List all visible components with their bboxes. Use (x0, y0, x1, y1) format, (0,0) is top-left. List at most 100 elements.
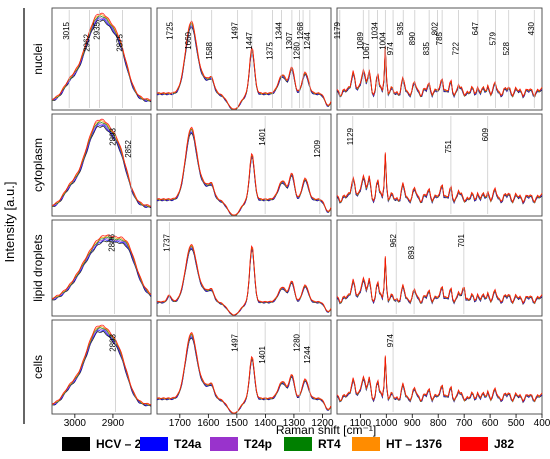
peak-label-1209: 1209 (313, 139, 322, 157)
peak-label-2893: 2893 (109, 333, 118, 351)
x-tick-label-1700: 1700 (169, 418, 192, 429)
legend-swatch (62, 436, 90, 451)
peak-label-1660: 1660 (184, 31, 193, 49)
series-line-j82 (156, 20, 332, 110)
series-line-j82 (51, 118, 151, 207)
series-line-j82 (156, 331, 332, 414)
peak-label-2852: 2852 (124, 139, 133, 157)
x-tick-label-1100: 1100 (350, 418, 372, 429)
peak-label-609: 609 (481, 127, 490, 141)
legend-item: T24p (210, 436, 272, 452)
y-axis-label: Intensity [a.u.] (2, 182, 17, 263)
series-line-j82 (336, 152, 543, 204)
peak-label-1737: 1737 (162, 233, 171, 251)
peak-label-722: 722 (451, 41, 460, 55)
peak-label-935: 935 (396, 21, 405, 35)
peak-label-430: 430 (527, 21, 536, 35)
legend-swatch (210, 436, 238, 451)
peak-label-893: 893 (407, 245, 416, 259)
x-tick-label-1500: 1500 (226, 418, 249, 429)
row-label-lipid: lipid droplets (31, 234, 45, 301)
panel-frame (156, 319, 332, 415)
peak-label-1307: 1307 (285, 31, 294, 49)
peak-label-1401: 1401 (258, 127, 267, 145)
panel-frame (51, 319, 152, 415)
legend-label: HT – 1376 (386, 436, 443, 451)
peak-label-1268: 1268 (296, 21, 305, 39)
series-line-j82 (336, 355, 543, 403)
peak-label-974: 974 (386, 41, 395, 55)
peak-label-2962: 2962 (82, 33, 91, 51)
peak-label-701: 701 (457, 233, 466, 247)
legend-item: J82 (460, 436, 514, 452)
series-line-j82 (51, 324, 151, 406)
legend-swatch (140, 436, 168, 451)
peak-label-835: 835 (422, 41, 431, 55)
series-line-j82 (336, 256, 543, 304)
x-tick-label-2900: 2900 (102, 418, 125, 429)
peak-label-890: 890 (408, 31, 417, 45)
panel-frame (51, 7, 152, 111)
peak-label-579: 579 (489, 31, 498, 45)
legend-swatch (460, 436, 488, 451)
x-tick-label-1200: 1200 (311, 418, 334, 429)
panel-frame (156, 219, 332, 317)
peak-label-1401: 1401 (258, 345, 267, 363)
x-tick-label-500: 500 (508, 418, 525, 429)
peak-label-1004: 1004 (378, 31, 387, 49)
series-line-j82 (156, 243, 332, 316)
legend-label: J82 (494, 436, 515, 451)
series-line-j82 (336, 46, 543, 98)
legend-item: HT – 1376 (352, 436, 442, 452)
peak-label-2896: 2896 (107, 233, 116, 251)
peak-label-1497: 1497 (231, 21, 240, 39)
panel-frame (51, 113, 152, 217)
panel-frame (156, 113, 332, 217)
legend-item: T24a (140, 436, 201, 452)
peak-label-1588: 1588 (205, 41, 214, 59)
series-line-j82 (51, 234, 152, 299)
x-tick-label-700: 700 (456, 418, 473, 429)
row-label-cells: cells (31, 355, 45, 379)
panel-frame (336, 319, 543, 415)
peak-label-974: 974 (386, 333, 395, 347)
legend-label: RT4 (318, 436, 341, 451)
x-tick-label-3000: 3000 (64, 418, 87, 429)
x-tick-label-600: 600 (482, 418, 499, 429)
peak-label-1725: 1725 (166, 21, 175, 39)
x-tick-label-900: 900 (404, 418, 421, 429)
peak-label-2875: 2875 (115, 33, 124, 51)
legend-label: T24p (244, 436, 273, 451)
peak-label-3015: 3015 (62, 21, 71, 39)
panel-frame (336, 113, 543, 217)
peak-label-1280: 1280 (293, 41, 302, 59)
peak-label-1244: 1244 (303, 31, 312, 49)
peak-label-1244: 1244 (303, 345, 312, 363)
legend: HCV – 29 T24a T24p RT4 HT – 1376 J82 (62, 432, 550, 456)
peak-label-1375: 1375 (266, 41, 275, 59)
panel-frame (336, 7, 543, 111)
peak-label-647: 647 (471, 21, 480, 35)
x-tick-label-400: 400 (534, 418, 550, 429)
peak-label-1067: 1067 (362, 41, 371, 59)
peak-label-1344: 1344 (274, 21, 283, 39)
peak-label-751: 751 (444, 139, 453, 153)
x-axis-label: Raman shift [cm⁻¹] (276, 423, 376, 437)
peak-label-1497: 1497 (231, 333, 240, 351)
x-tick-label-1000: 1000 (375, 418, 398, 429)
legend-label: HCV – 29 (96, 436, 149, 451)
row-label-nuclei: nuclei (31, 43, 45, 74)
peak-label-785: 785 (435, 31, 444, 45)
x-tick-label-1300: 1300 (283, 418, 306, 429)
peak-label-1089: 1089 (356, 31, 365, 49)
series-line-j82 (156, 126, 332, 216)
peak-label-1447: 1447 (245, 31, 254, 49)
peak-label-2935: 2935 (93, 21, 102, 39)
peak-label-802: 802 (431, 21, 440, 35)
legend-label: T24a (174, 436, 202, 451)
legend-item: HCV – 29 (62, 436, 148, 452)
x-tick-label-800: 800 (430, 418, 447, 429)
x-tick-label-1400: 1400 (254, 418, 277, 429)
